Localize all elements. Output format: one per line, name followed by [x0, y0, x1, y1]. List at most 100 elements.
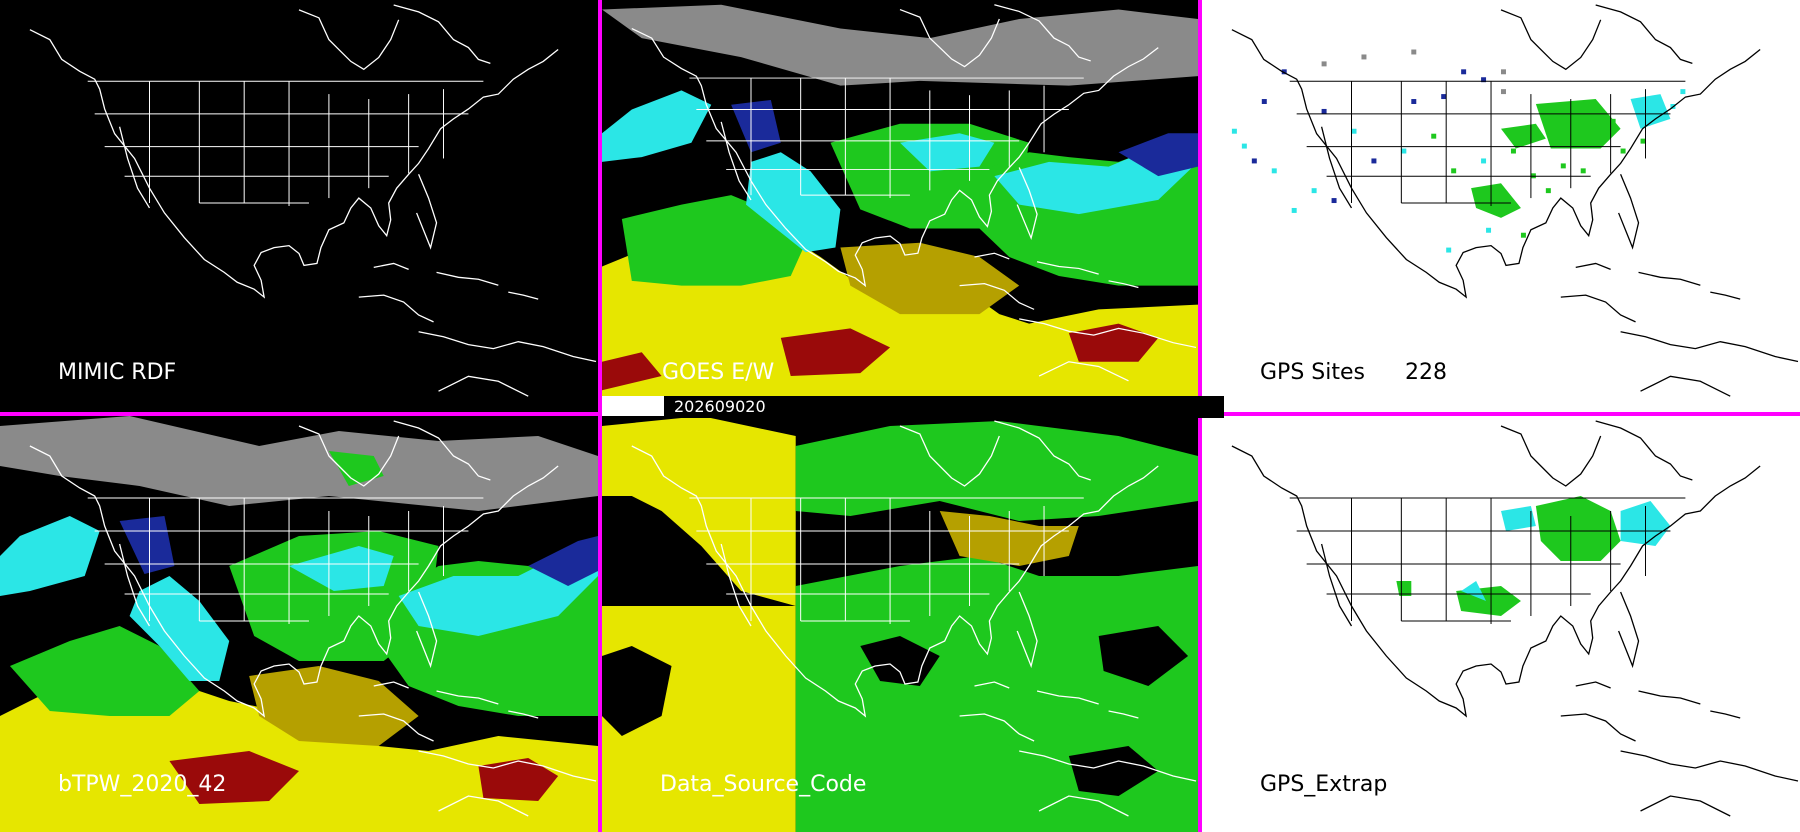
gps-site-marker: [1261, 99, 1267, 104]
coastline: [373, 262, 409, 270]
data-field-patch: [1501, 123, 1546, 149]
gps-site-marker: [1251, 158, 1257, 164]
map-panel-1: MIMIC RDF: [0, 0, 598, 412]
data-field-patch: [1118, 133, 1198, 177]
coastline: [1500, 425, 1602, 487]
panel-title: Data_Source_Code: [660, 772, 867, 797]
data-field-patch: [1068, 323, 1159, 362]
data-field-patch: [1068, 746, 1159, 796]
coastline: [959, 283, 1035, 310]
coastline: [1231, 29, 1761, 299]
coastline: [974, 252, 1010, 260]
coastline: [416, 591, 438, 669]
map-canvas: [0, 416, 598, 832]
data-field-patch: [1501, 506, 1536, 531]
data-field-patch: [746, 152, 841, 253]
coastline: [298, 425, 400, 487]
coastline: [1575, 262, 1611, 270]
coastline: [994, 4, 1091, 62]
coastline: [118, 543, 151, 627]
gps-site-marker: [1441, 94, 1447, 100]
coastline: [1320, 126, 1353, 209]
data-field-patch: [0, 416, 598, 511]
coastline: [1019, 318, 1197, 349]
panel-title: bTPW_2020_42: [58, 772, 227, 797]
coastline: [899, 425, 1000, 487]
gps-site-marker: [1486, 227, 1492, 233]
gps-site-marker: [1545, 188, 1551, 194]
gps-site-marker: [1446, 247, 1452, 253]
gps-site-marker: [1680, 89, 1686, 95]
data-field-patch: [169, 751, 299, 804]
coastline: [438, 795, 529, 817]
coastline: [1036, 261, 1099, 275]
gps-site-marker: [1501, 89, 1506, 95]
panel-label: GOES E/W: [662, 360, 774, 385]
divider-horizontal-left: [0, 412, 600, 416]
data-field-patch: [1202, 416, 1800, 832]
panel-title: MIMIC RDF: [58, 360, 177, 385]
data-field-patch: [328, 451, 384, 486]
data-field-patch: [602, 646, 672, 736]
data-field-patch: [129, 576, 230, 681]
coastline: [418, 750, 597, 782]
coastline: [358, 294, 434, 323]
gps-site-marker: [1311, 188, 1317, 194]
coastline: [1231, 445, 1761, 718]
gps-site-marker: [1321, 108, 1327, 114]
data-field-patch: [602, 416, 796, 606]
coastline: [1019, 750, 1197, 782]
coastline: [393, 420, 491, 481]
panel-label: GPS_Extrap: [1260, 772, 1387, 797]
gps-site-marker: [1271, 168, 1277, 174]
gps-site-marker: [1520, 232, 1526, 238]
map-panel-5: Data_Source_Code: [602, 416, 1198, 832]
timestamp-text: 202609020: [674, 397, 766, 416]
map-canvas: [602, 416, 1198, 832]
data-field-patch: [1098, 626, 1189, 686]
coastline: [438, 375, 529, 397]
gps-site-marker: [1411, 99, 1417, 104]
coastline: [373, 681, 409, 689]
gps-site-marker: [1481, 158, 1487, 164]
gps-site-marker: [1481, 77, 1487, 83]
coastline: [1595, 420, 1693, 481]
divider-vertical-left: [598, 0, 602, 832]
gps-site-marker: [1411, 49, 1417, 55]
data-field-patch: [621, 195, 806, 286]
coastline: [959, 713, 1035, 742]
gps-site-marker: [1610, 118, 1616, 124]
data-field-patch: [780, 328, 891, 377]
coastline: [393, 4, 491, 64]
coastline: [1620, 331, 1799, 363]
coastline: [436, 690, 499, 705]
data-field-patch: [9, 626, 200, 716]
gps-site-marker: [1231, 128, 1237, 134]
coastline: [974, 681, 1010, 689]
data-field-patch: [1396, 581, 1412, 596]
gps-site-marker: [1560, 163, 1566, 169]
panel-title: GOES E/W: [662, 360, 775, 385]
panel-title: GPS Sites: [1260, 360, 1365, 385]
coastline: [1500, 9, 1602, 71]
data-field-patch: [795, 421, 1198, 521]
site-count: 228: [1404, 360, 1447, 385]
data-field-patch: [1630, 94, 1671, 129]
gps-site-marker: [1361, 54, 1367, 60]
gps-site-marker: [1650, 113, 1656, 119]
gps-site-marker: [1580, 168, 1586, 174]
data-field-patch: [289, 546, 394, 591]
coastline: [1618, 174, 1640, 250]
gps-site-marker: [1321, 61, 1327, 67]
coastline: [1640, 375, 1731, 397]
data-field-patch: [1471, 183, 1521, 218]
coastline: [1710, 291, 1741, 300]
data-field-patch: [731, 99, 781, 153]
gps-site-marker: [1595, 138, 1601, 144]
data-field-patch: [0, 516, 100, 596]
data-field-patch: [602, 352, 662, 391]
data-field-patch: [1461, 581, 1487, 601]
coastline: [508, 710, 539, 719]
coastline: [1108, 280, 1139, 289]
map-panel-3: GPS Sites 228: [1202, 0, 1800, 412]
